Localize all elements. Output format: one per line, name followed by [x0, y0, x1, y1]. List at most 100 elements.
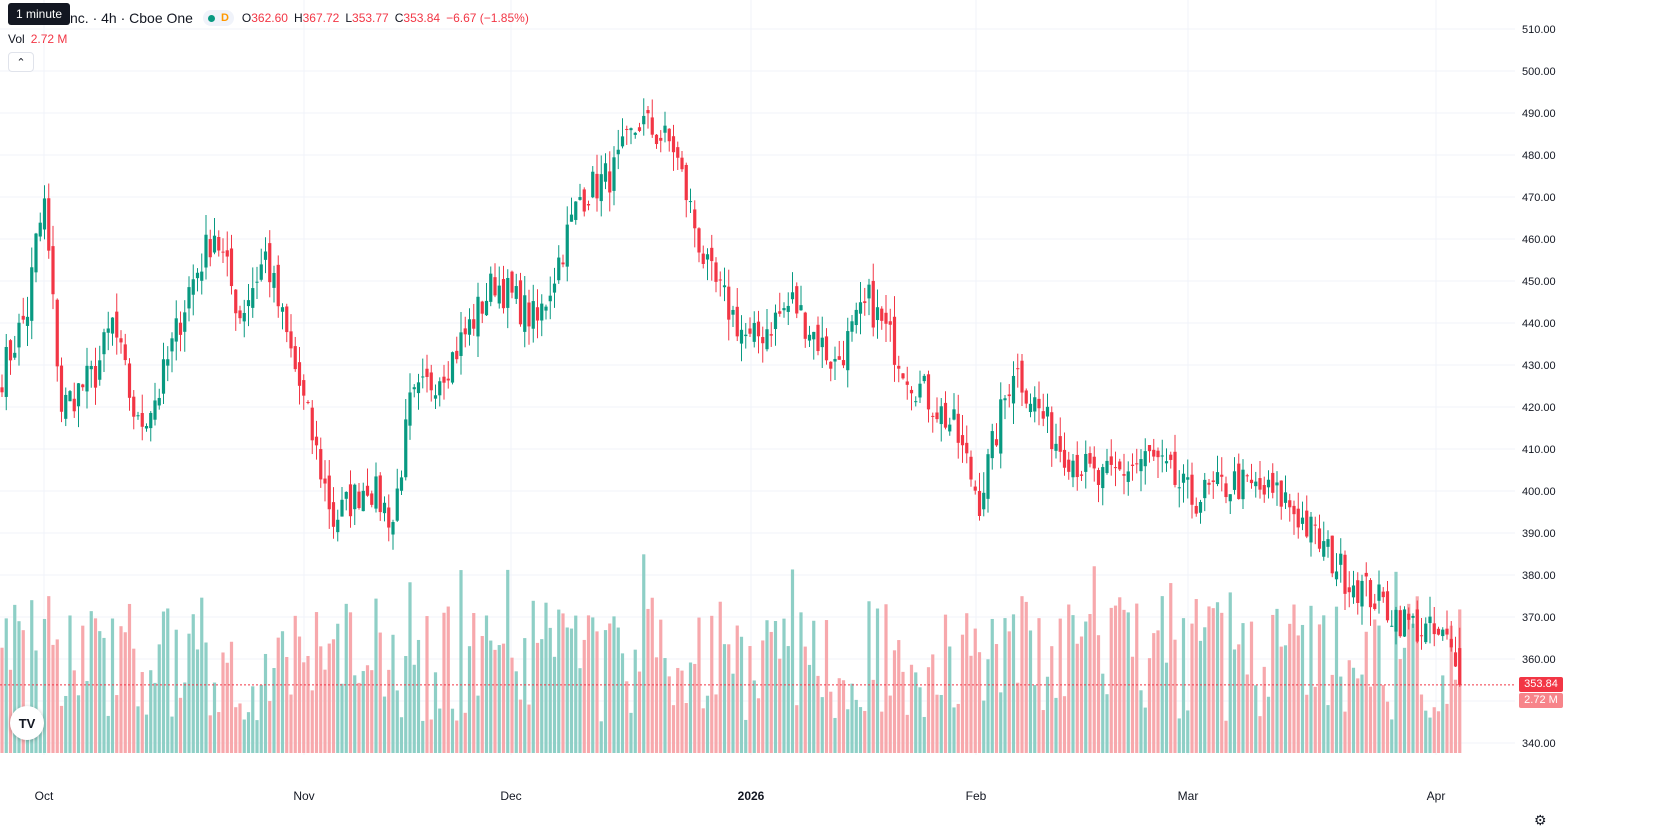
volume-bar — [761, 640, 765, 753]
candle-body — [272, 272, 276, 288]
candle-body — [884, 312, 888, 324]
volume-bar — [973, 628, 977, 753]
volume-bar — [1122, 609, 1126, 753]
volume-bar — [578, 668, 582, 753]
candle-body — [297, 362, 302, 386]
volume-bar — [399, 717, 404, 753]
volume-bar — [1016, 682, 1020, 753]
volume-bar — [1347, 660, 1351, 753]
candle-body — [807, 334, 812, 341]
candle-body — [246, 300, 251, 307]
volume-bar — [47, 596, 51, 753]
candle-body — [982, 492, 986, 510]
y-tick-label: 500.00 — [1522, 66, 1556, 78]
volume-bar — [89, 611, 93, 753]
candle-body — [969, 456, 973, 480]
volume-bar — [680, 670, 684, 753]
candle-body — [1232, 471, 1237, 490]
volume-bar — [144, 714, 149, 753]
collapse-legend-button[interactable]: ⌃ — [8, 52, 34, 72]
volume-bar — [276, 637, 280, 753]
volume-bar — [408, 582, 412, 753]
candle-body — [200, 271, 204, 281]
candle-body — [1016, 368, 1020, 370]
volume-bar — [888, 695, 892, 753]
candle-body — [905, 381, 909, 385]
candle-body — [735, 306, 739, 337]
volume-bar — [387, 669, 391, 753]
volume-bar — [752, 680, 756, 753]
candle-body — [684, 164, 688, 201]
candle-body — [514, 286, 518, 299]
volume-bar — [625, 681, 629, 753]
volume-bar — [765, 620, 769, 753]
volume-bar — [395, 690, 399, 753]
volume-bar — [195, 649, 200, 753]
candle-body — [701, 253, 705, 264]
volume-bar — [132, 648, 136, 753]
settings-icon[interactable]: ⚙ — [1534, 812, 1547, 828]
candle-body — [557, 257, 561, 281]
candle-body — [157, 397, 161, 406]
candle-body — [1292, 505, 1296, 515]
volume-bar — [38, 714, 42, 753]
candle-body — [289, 331, 293, 349]
candle-body — [977, 490, 982, 516]
volume-bar — [442, 612, 446, 753]
candle-body — [187, 287, 191, 309]
volume-bar — [13, 604, 17, 753]
candle-body — [1228, 494, 1232, 502]
candle-body — [416, 382, 421, 394]
candle-body — [1054, 443, 1058, 451]
candle-body — [259, 264, 263, 280]
market-status[interactable]: D — [202, 10, 234, 26]
candle-body — [1139, 459, 1143, 472]
candle-body — [1211, 480, 1215, 483]
candle-body — [1045, 406, 1050, 417]
candle-body — [922, 375, 926, 382]
candle-body — [1024, 390, 1028, 404]
candle-body — [1156, 450, 1160, 458]
volume-bar — [1130, 656, 1135, 753]
volume-bar — [531, 600, 535, 753]
volume-bar — [548, 627, 552, 753]
candle-body — [629, 128, 633, 131]
candle-body — [1275, 482, 1279, 486]
candle-body — [191, 279, 195, 295]
chevron-up-icon: ⌃ — [16, 56, 26, 69]
volume-bar — [1436, 711, 1441, 753]
candle-body — [824, 336, 829, 361]
tradingview-logo-icon[interactable]: TV — [10, 706, 44, 740]
volume-bar — [603, 630, 608, 753]
candle-body — [769, 334, 773, 336]
candle-body — [331, 502, 336, 527]
volume-bar — [1415, 596, 1419, 753]
volume-bar — [327, 643, 331, 753]
candle-body — [1143, 451, 1147, 467]
volume-bar — [242, 719, 246, 753]
candle-body — [463, 328, 467, 335]
volume-bar — [382, 696, 387, 753]
volume-bar — [1177, 718, 1181, 753]
low-label: L — [345, 11, 353, 25]
volume-bar — [1071, 615, 1075, 753]
candle-body — [348, 484, 353, 517]
symbol-title[interactable]: nc. · 4h · Cboe One — [70, 10, 193, 26]
candle-body — [897, 365, 901, 369]
volume-bar — [727, 644, 731, 753]
candle-body — [756, 321, 761, 337]
candle-body — [1096, 470, 1101, 485]
candle-body — [1003, 398, 1007, 401]
volume-bar — [353, 675, 357, 753]
y-tick-label: 460.00 — [1522, 234, 1556, 246]
volume-bar — [263, 653, 268, 753]
candle-body — [812, 331, 816, 340]
volume-bar — [136, 706, 140, 753]
volume-bar — [221, 652, 225, 753]
volume-bar — [81, 625, 85, 753]
candle-body — [973, 486, 977, 491]
volume-bar — [234, 707, 238, 753]
candle-body — [952, 409, 956, 420]
candle-body — [285, 306, 289, 333]
